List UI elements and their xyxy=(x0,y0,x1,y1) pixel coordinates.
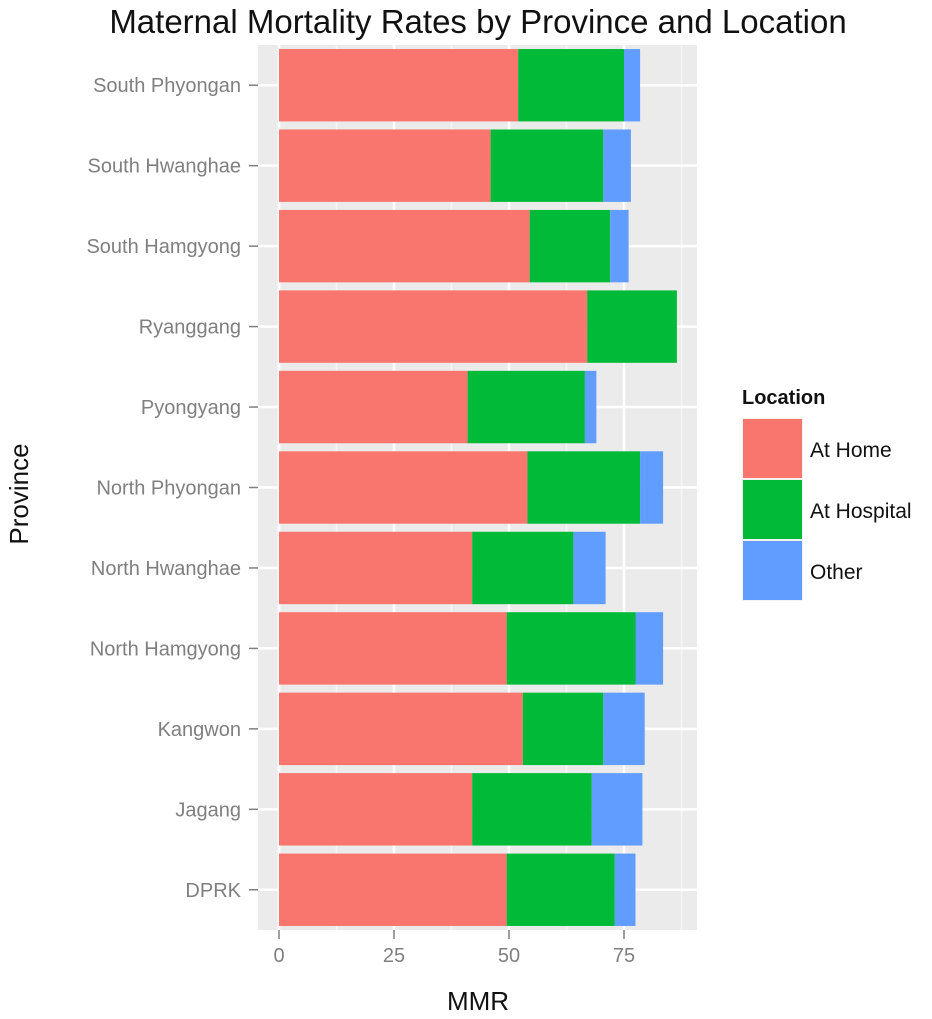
bars xyxy=(279,49,677,926)
y-tick-label: Jagang xyxy=(175,799,241,821)
x-axis-title: MMR xyxy=(447,986,509,1016)
legend-title: Location xyxy=(742,387,825,409)
x-tick-label: 50 xyxy=(498,945,520,967)
bar-at-home-ryanggang xyxy=(279,290,588,363)
bar-at-hospital-ryanggang xyxy=(587,290,677,363)
y-tick-label: Kangwon xyxy=(158,719,241,741)
bar-other-north-phyongan xyxy=(640,451,664,524)
bar-other-jagang xyxy=(591,773,643,846)
bar-other-south-hamgyong xyxy=(610,209,629,283)
bar-at-hospital-south-phyongan xyxy=(518,49,624,122)
bar-other-pyongyang xyxy=(584,370,597,444)
legend-label-at-hospital: At Hospital xyxy=(810,500,912,523)
bar-at-hospital-north-hwanghae xyxy=(472,531,574,605)
bar-at-hospital-jagang xyxy=(472,773,592,846)
bar-at-home-jagang xyxy=(279,773,473,846)
bar-other-south-phyongan xyxy=(624,49,641,122)
bar-at-hospital-south-hwanghae xyxy=(490,129,604,202)
bar-other-north-hwanghae xyxy=(573,531,606,605)
x-tick-label: 25 xyxy=(383,945,405,967)
bar-at-home-kangwon xyxy=(279,692,523,766)
bar-at-home-south-hamgyong xyxy=(279,209,530,283)
bar-at-hospital-north-phyongan xyxy=(527,451,641,524)
legend-label-at-home: At Home xyxy=(810,439,892,462)
bar-other-kangwon xyxy=(603,692,645,766)
bar-other-dprk xyxy=(614,853,636,926)
bar-at-home-north-phyongan xyxy=(279,451,528,524)
legend-label-other: Other xyxy=(810,561,863,584)
legend-swatch-other xyxy=(743,541,802,600)
bar-at-home-north-hamgyong xyxy=(279,612,507,685)
chart-title: Maternal Mortality Rates by Province and… xyxy=(109,3,846,40)
y-tick-label: South Phyongan xyxy=(93,75,241,97)
y-tick-label: North Hwanghae xyxy=(91,558,241,580)
legend: Location At Home At Hospital Other xyxy=(742,387,912,601)
y-axis-title: Province xyxy=(4,443,34,544)
bar-at-home-pyongyang xyxy=(279,370,468,444)
bar-at-home-south-hwanghae xyxy=(279,129,491,202)
bar-at-hospital-north-hamgyong xyxy=(506,612,636,685)
bar-other-north-hamgyong xyxy=(635,612,664,685)
bar-at-home-south-phyongan xyxy=(279,49,519,122)
x-axis: 0 25 50 75 xyxy=(273,930,635,967)
legend-swatch-at-home xyxy=(743,419,802,478)
y-tick-label: North Hamgyong xyxy=(90,638,241,660)
y-tick-label: South Hwanghae xyxy=(88,156,241,178)
bar-at-hospital-south-hamgyong xyxy=(529,209,611,283)
bar-at-home-north-hwanghae xyxy=(279,531,473,605)
bar-at-hospital-kangwon xyxy=(522,692,604,766)
y-tick-label: DPRK xyxy=(185,880,241,902)
bar-other-south-hwanghae xyxy=(603,129,631,202)
y-tick-label: South Hamgyong xyxy=(86,236,241,258)
y-tick-label: North Phyongan xyxy=(96,478,241,500)
x-tick-label: 75 xyxy=(613,945,635,967)
y-axis: South Phyongan South Hwanghae South Hamgyo… xyxy=(86,75,258,902)
y-tick-label: Pyongyang xyxy=(141,397,241,419)
bar-at-hospital-dprk xyxy=(506,853,615,926)
y-tick-label: Ryanggang xyxy=(139,317,241,339)
bar-at-hospital-pyongyang xyxy=(467,370,585,444)
bar-at-home-dprk xyxy=(279,853,507,926)
legend-swatch-at-hospital xyxy=(743,480,802,539)
x-tick-label: 0 xyxy=(273,945,284,967)
